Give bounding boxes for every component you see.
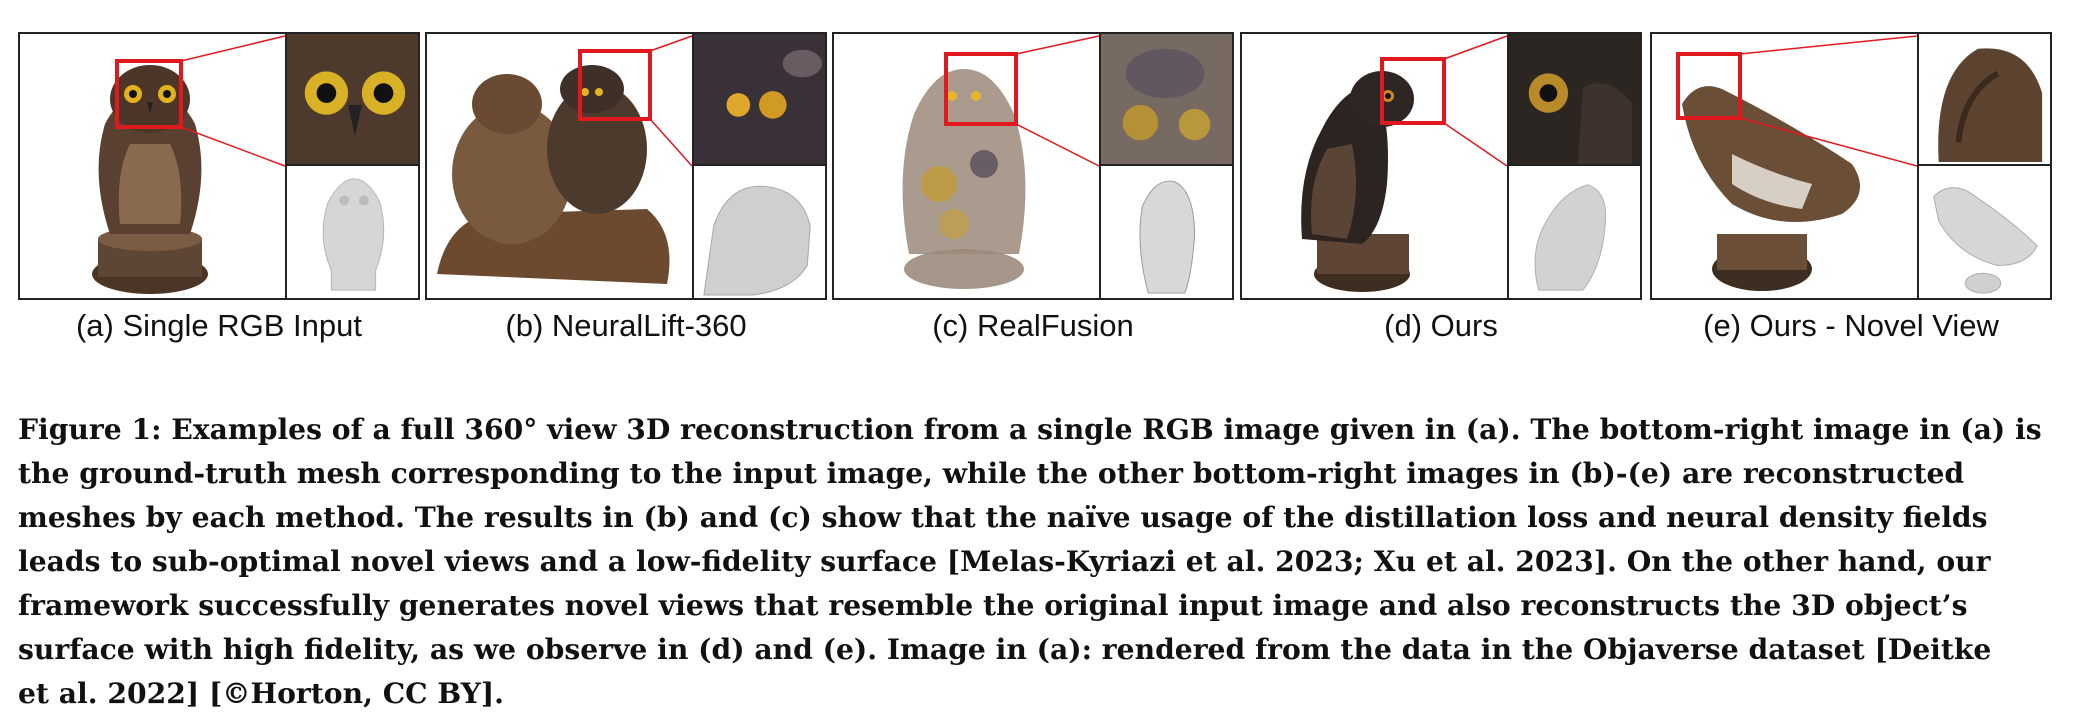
reconstructed-mesh-image	[1917, 166, 2050, 298]
reconstructed-mesh-image	[692, 166, 825, 298]
panel-d-label: (d) Ours	[1384, 308, 1498, 343]
panel-a	[18, 32, 420, 300]
zoom-crop-image	[1917, 34, 2050, 166]
caption-line: Figure 1: Examples of a full 360° view 3…	[18, 413, 2042, 446]
ground-truth-mesh-image	[285, 166, 418, 298]
panel-b	[425, 32, 827, 300]
panel-a-label: (a) Single RGB Input	[75, 308, 363, 343]
caption-line: meshes by each method. The results in (b…	[18, 501, 1988, 534]
zoom-crop-image	[692, 34, 825, 166]
panel-c	[832, 32, 1234, 300]
caption-line: framework successfully generates novel v…	[18, 589, 1968, 622]
realfusion-render-image	[834, 34, 1099, 298]
panel-e	[1650, 32, 2052, 300]
reconstructed-mesh-image	[1099, 166, 1232, 298]
zoom-crop-image	[1099, 34, 1232, 166]
figure-caption: Figure 1: Examples of a full 360° view 3…	[18, 408, 2058, 716]
zoom-crop-image	[285, 34, 418, 166]
ours-render-image	[1242, 34, 1507, 298]
caption-line: et al. 2022] [©Horton, CC BY].	[18, 677, 505, 710]
ours-novel-view-image	[1652, 34, 1917, 298]
panel-c-label: (c) RealFusion	[932, 308, 1134, 343]
owl-input-image	[20, 34, 285, 298]
caption-line: surface with high fidelity, as we observ…	[18, 633, 1992, 666]
reconstructed-mesh-image	[1507, 166, 1640, 298]
caption-line: the ground-truth mesh corresponding to t…	[18, 457, 1965, 490]
panel-e-label: (e) Ours - Novel View	[1703, 308, 1999, 343]
neurallift-render-image	[427, 34, 692, 298]
panel-b-label: (b) NeuralLift-360	[505, 308, 747, 343]
caption-line: leads to sub-optimal novel views and a l…	[18, 545, 1991, 578]
zoom-crop-image	[1507, 34, 1640, 166]
panel-d	[1240, 32, 1642, 300]
